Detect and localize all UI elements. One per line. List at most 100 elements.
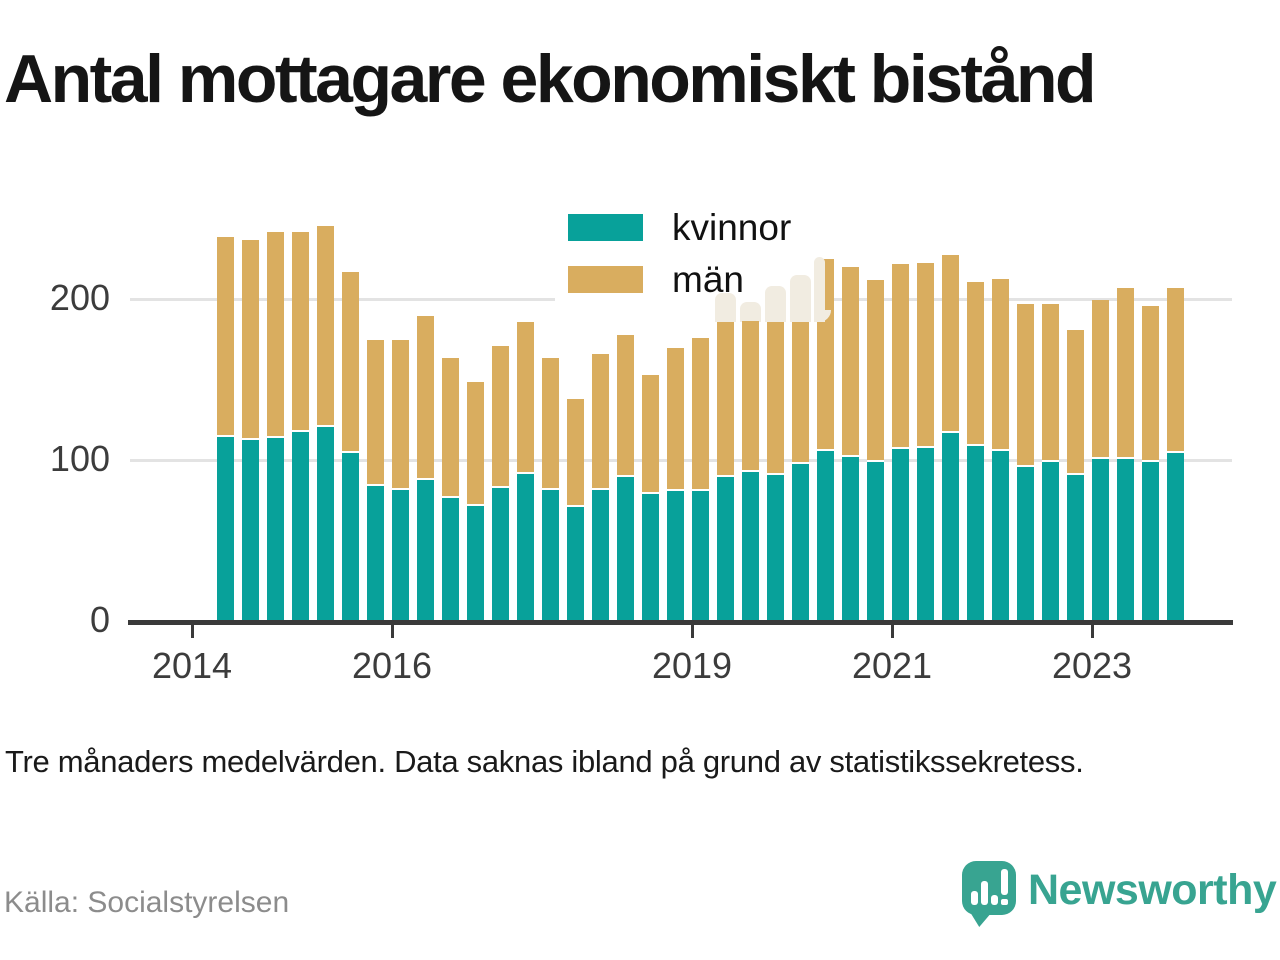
bar-segment-kvinnor [242,439,259,620]
bar-segment-kvinnor [792,463,809,620]
bar-segment-kvinnor [492,488,509,620]
bar-segment-man [717,322,734,475]
bar-segment-kvinnor [967,446,984,620]
bar-segment-divider [892,447,909,450]
bar-2022-Q4 [1067,330,1084,620]
bar-2019-Q3 [742,320,759,620]
bar-segment-kvinnor [817,450,834,620]
bar-segment-kvinnor [467,505,484,620]
bar-segment-divider [217,434,234,437]
bar-segment-divider [742,469,759,472]
bar-segment-man [942,254,959,432]
bar-segment-man [1017,304,1034,465]
newsworthy-speech-bubble-chart-icon [962,861,1016,915]
bar-segment-man [267,232,284,437]
watermark-curl [814,310,831,322]
legend-label: män [672,259,744,300]
watermark-bar [765,286,786,322]
bar-segment-divider [1017,465,1034,467]
bar-segment-man [867,280,884,461]
bar-segment-man [292,232,309,430]
bar-segment-man [917,262,934,446]
bar-segment-kvinnor [642,494,659,620]
bar-2022-Q2 [1017,304,1034,620]
bar-2014-Q4 [267,232,284,620]
bar-segment-man [417,315,434,478]
bar-segment-divider [567,505,584,508]
bar-2021-Q4 [967,281,984,620]
bar-segment-man [642,375,659,493]
bar-segment-man [667,347,684,490]
x-axis-line [128,620,1233,625]
bar-2015-Q2 [317,225,334,620]
bar-2023-Q4 [1167,288,1184,620]
bar-segment-kvinnor [1017,467,1034,620]
x-axis-tick-label: 2014 [151,645,233,686]
watermark-bar [740,302,761,322]
bar-segment-man [392,339,409,488]
bar-2015-Q3 [342,272,359,620]
bar-segment-man [592,354,609,488]
bar-2022-Q3 [1042,304,1059,620]
bar-segment-kvinnor [542,489,559,620]
watermark-bar [715,292,736,322]
bar-2019-Q2 [717,322,734,620]
bar-2016-Q1 [392,339,409,620]
bar-2023-Q1 [1092,299,1109,620]
bar-segment-kvinnor [217,436,234,620]
y-axis-tick-label: 100 [49,438,110,479]
bar-segment-divider [1042,460,1059,463]
bar-segment-kvinnor [1167,452,1184,620]
bar-segment-kvinnor [267,438,284,620]
x-axis-tick-label: 2019 [651,645,733,686]
x-axis-tick-label: 2023 [1051,645,1133,686]
x-axis-tick [390,625,394,638]
bar-segment-divider [967,444,984,447]
bar-segment-man [1142,306,1159,461]
source-attribution: Källa: Socialstyrelsen [4,886,290,919]
bar-segment-divider [992,448,1009,451]
speech-bubble-tail [970,912,992,927]
bar-segment-kvinnor [1067,475,1084,620]
bar-segment-man [242,240,259,438]
bar-segment-divider [342,450,359,453]
bar-segment-divider [917,445,934,448]
bar-2017-Q4 [567,399,584,620]
bar-segment-divider [392,487,409,490]
bar-segment-man [542,357,559,488]
bar-segment-divider [617,474,634,477]
bar-segment-divider [942,431,959,434]
bar-segment-man [842,267,859,456]
bar-2018-Q3 [642,375,659,620]
bar-segment-kvinnor [317,426,334,620]
bar-2016-Q4 [467,381,484,620]
bar-2020-Q4 [867,280,884,620]
bar-2023-Q2 [1117,288,1134,620]
bar-segment-man [617,335,634,475]
bar-2016-Q3 [442,357,459,620]
bar-segment-divider [1117,457,1134,459]
x-axis-tick [690,625,694,638]
y-axis-tick-label: 0 [89,599,110,640]
bar-2018-Q4 [667,347,684,620]
bar-segment-man [342,272,359,451]
bar-segment-kvinnor [992,450,1009,620]
x-axis-tick [890,625,894,638]
bar-segment-divider [267,436,284,439]
y-axis-tick-label: 200 [49,277,110,318]
bar-2022-Q1 [992,278,1009,620]
bar-segment-man [467,381,484,504]
bar-2020-Q1 [792,322,809,620]
bar-2019-Q1 [692,338,709,620]
legend-swatch-kvinnor [568,214,643,241]
bar-2017-Q2 [517,322,534,620]
bar-2017-Q3 [542,357,559,620]
bar-segment-kvinnor [742,471,759,620]
bar-segment-divider [1067,473,1084,476]
bar-segment-kvinnor [417,479,434,620]
bar-2021-Q2 [917,262,934,620]
bar-segment-man [1092,299,1109,457]
bar-segment-kvinnor [667,491,684,620]
bar-segment-divider [417,477,434,480]
